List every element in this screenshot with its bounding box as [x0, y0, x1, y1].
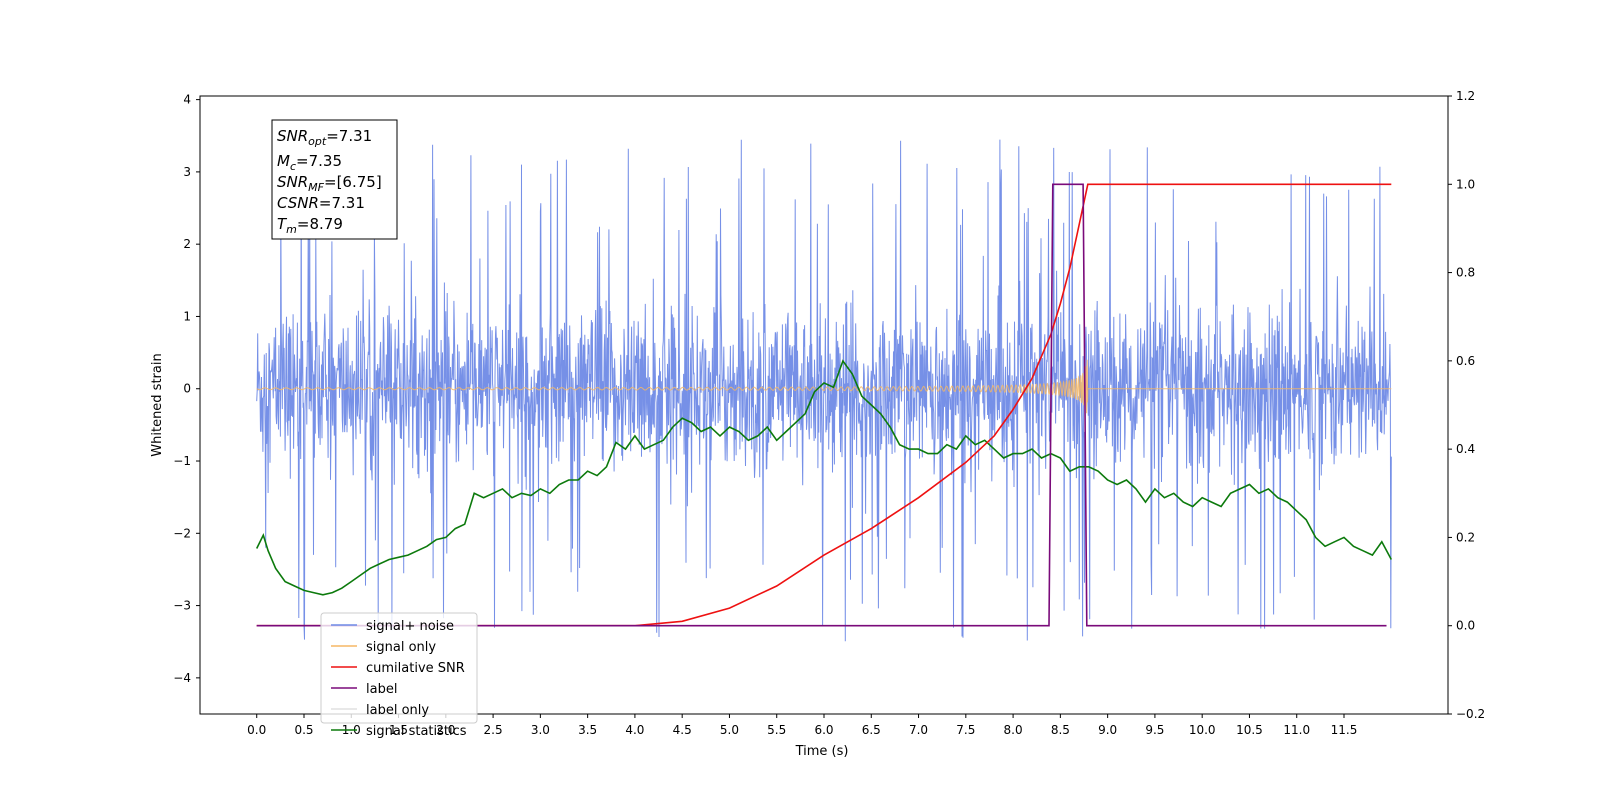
y-left-tick-label: 0 — [183, 382, 191, 396]
annotation-box: SNRopt=7.31 Mc=7.35 SNRMF=[6.75] CSNR=7.… — [271, 119, 398, 240]
annotation-line: Mc=7.35 — [277, 152, 342, 173]
x-tick-label: 4.5 — [673, 723, 692, 737]
x-tick-label: 3.0 — [531, 723, 550, 737]
x-tick-label: 8.5 — [1051, 723, 1070, 737]
x-tick-label: 8.0 — [1004, 723, 1023, 737]
legend: signal+ noise signal only cumilative SNR la… — [320, 612, 478, 739]
legend-label: cumilative SNR — [366, 661, 465, 676]
x-tick-label: 5.5 — [767, 723, 786, 737]
x-axis: 0.0 0.5 1.0 1.5 2.0 2.5 3.0 3.5 4.0 4.5 5.0 5.5 6.0 6… — [247, 714, 1357, 737]
x-tick-label: 7.5 — [956, 723, 975, 737]
y-right-tick-label: −0.2 — [1456, 707, 1485, 721]
x-tick-label: 2.5 — [484, 723, 503, 737]
x-tick-label: 1.5 — [389, 723, 408, 737]
y-right-tick-label: 0.0 — [1456, 619, 1475, 633]
legend-label: signal statistics — [366, 724, 467, 739]
x-tick-label: 5.0 — [720, 723, 739, 737]
y-right-tick-label: 1.0 — [1456, 177, 1475, 191]
y-left-tick-label: 3 — [183, 165, 191, 179]
series-signal-noise — [256, 139, 1392, 642]
y-left-tick-label: 1 — [183, 309, 191, 323]
y-right-tick-label: 0.4 — [1456, 442, 1475, 456]
legend-label: signal+ noise — [366, 619, 454, 634]
x-tick-label: 0.0 — [247, 723, 266, 737]
x-tick-label: 10.5 — [1236, 723, 1263, 737]
y-left-tick-label: 4 — [183, 93, 191, 107]
x-tick-label: 6.0 — [814, 723, 833, 737]
x-tick-label: 9.0 — [1098, 723, 1117, 737]
annotation-line: Tm=8.79 — [277, 215, 343, 236]
x-tick-label: 6.5 — [862, 723, 881, 737]
x-tick-label: 3.5 — [578, 723, 597, 737]
series-cumulative-snr — [256, 183, 1392, 627]
series-layer — [255, 139, 1393, 642]
x-tick-label: 7.0 — [909, 723, 928, 737]
x-tick-label: 10.0 — [1189, 723, 1216, 737]
y-axis-label: Whitened strain — [150, 353, 165, 456]
y-left-tick-label: −3 — [173, 599, 191, 613]
x-tick-label: 4.0 — [625, 723, 644, 737]
annotation-line: SNRMF=[6.75] — [277, 173, 382, 194]
left-y-axis: −4 −3 −2 −1 0 1 2 3 4 — [173, 93, 200, 685]
series-signal-statistics — [255, 359, 1393, 596]
annotation-line: CSNR=7.31 — [277, 194, 365, 212]
y-left-tick-label: 2 — [183, 237, 191, 251]
series-label — [256, 183, 1387, 627]
y-right-tick-label: 0.8 — [1456, 266, 1475, 280]
y-right-tick-label: 1.2 — [1456, 89, 1475, 103]
legend-label: label only — [366, 703, 429, 718]
y-right-tick-label: 0.2 — [1456, 530, 1475, 544]
y-left-tick-label: −1 — [173, 454, 191, 468]
y-right-tick-label: 0.6 — [1456, 354, 1475, 368]
legend-label: label — [366, 682, 397, 697]
x-axis-label: Time (s) — [795, 744, 849, 759]
x-tick-label: 11.5 — [1331, 723, 1358, 737]
x-tick-label: 11.0 — [1283, 723, 1310, 737]
y-left-tick-label: −4 — [173, 671, 191, 685]
y-left-tick-label: −2 — [173, 526, 191, 540]
x-tick-label: 0.5 — [294, 723, 313, 737]
x-tick-label: 2.0 — [436, 723, 455, 737]
x-tick-label: 9.5 — [1145, 723, 1164, 737]
legend-label: signal only — [366, 640, 436, 655]
annotation-line: SNRopt=7.31 — [277, 127, 372, 148]
right-y-axis: −0.2 0.0 0.2 0.4 0.6 0.8 1.0 1.2 — [1448, 89, 1485, 721]
series-signal-only — [256, 359, 1392, 414]
